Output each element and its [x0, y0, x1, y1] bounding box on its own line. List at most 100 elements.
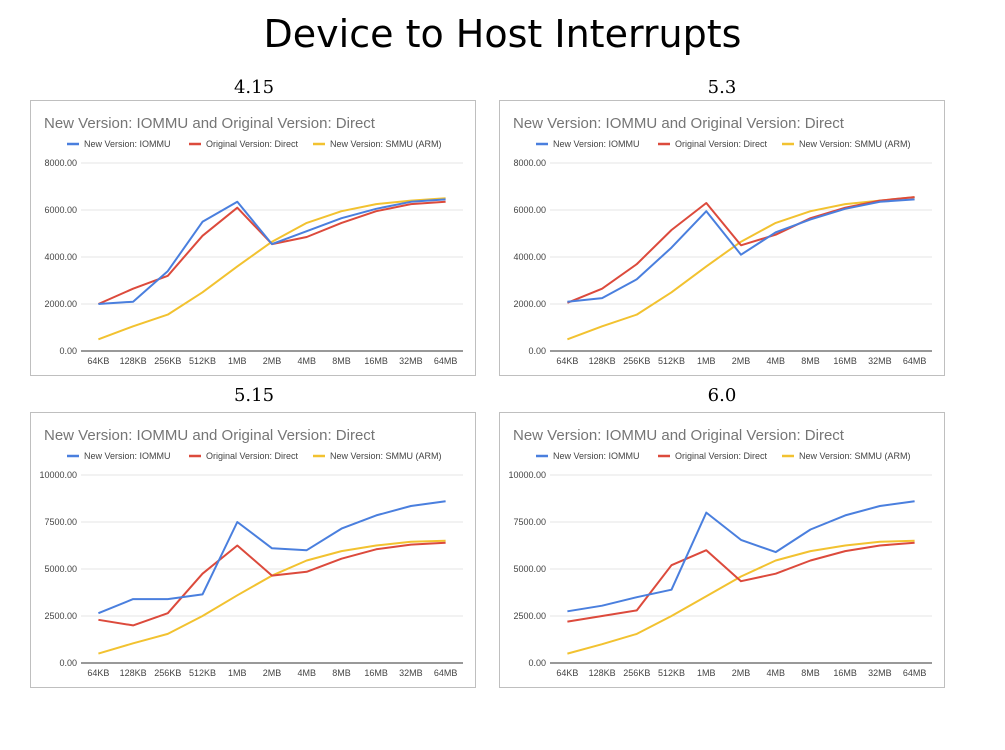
chart-title: New Version: IOMMU and Original Version:…: [44, 115, 376, 132]
series-line-original-version-direct: [567, 541, 915, 623]
chart-5-15-svg: New Version: IOMMU and Original Version:…: [39, 427, 463, 678]
x-tick-label: 16MB: [364, 356, 388, 366]
y-tick-label: 10000.00: [39, 470, 77, 480]
y-tick-label: 2500.00: [513, 611, 546, 621]
y-tick-label: 0.00: [59, 658, 77, 668]
legend-label: New Version: IOMMU: [553, 451, 640, 461]
series-line-new-version-iommu: [98, 198, 446, 305]
legend-label: New Version: SMMU (ARM): [330, 139, 442, 149]
y-tick-label: 0.00: [59, 346, 77, 356]
series-line-new-version-iommu: [98, 500, 446, 615]
series-line-new-version-iommu: [567, 198, 915, 303]
x-tick-label: 8MB: [801, 356, 820, 366]
y-tick-label: 0.00: [528, 346, 546, 356]
x-tick-label: 2MB: [263, 356, 282, 366]
chart-6-0-svg: New Version: IOMMU and Original Version:…: [508, 427, 932, 678]
y-tick-label: 7500.00: [513, 517, 546, 527]
legend-label: New Version: SMMU (ARM): [330, 451, 442, 461]
x-tick-label: 128KB: [589, 356, 616, 366]
series-line-original-version-direct: [98, 541, 446, 627]
x-tick-label: 2MB: [732, 668, 751, 678]
x-tick-label: 1MB: [228, 356, 247, 366]
x-tick-label: 8MB: [332, 668, 351, 678]
series-line-new-version-smmu-arm: [98, 197, 446, 341]
x-tick-label: 32MB: [868, 356, 892, 366]
chart-4-15-svg: New Version: IOMMU and Original Version:…: [44, 115, 463, 366]
chart-panel-5-3: New Version: IOMMU and Original Version:…: [499, 100, 945, 376]
legend-label: New Version: IOMMU: [84, 139, 171, 149]
series-line-new-version-smmu-arm: [567, 539, 915, 655]
x-tick-label: 256KB: [154, 668, 181, 678]
x-tick-label: 128KB: [120, 356, 147, 366]
x-tick-label: 512KB: [658, 668, 685, 678]
chart-title: New Version: IOMMU and Original Version:…: [44, 427, 376, 444]
x-tick-label: 4MB: [766, 668, 785, 678]
series-line-original-version-direct: [97, 200, 446, 305]
series-line-new-version-smmu-arm: [567, 196, 915, 341]
y-tick-label: 8000.00: [513, 158, 546, 168]
y-tick-label: 2000.00: [44, 299, 77, 309]
series-line-original-version-direct: [567, 196, 915, 304]
x-tick-label: 64KB: [87, 668, 109, 678]
y-tick-label: 2000.00: [513, 299, 546, 309]
x-tick-label: 64MB: [903, 356, 927, 366]
y-tick-label: 0.00: [528, 658, 546, 668]
x-tick-label: 32MB: [399, 356, 423, 366]
x-tick-label: 256KB: [623, 668, 650, 678]
x-tick-label: 256KB: [154, 356, 181, 366]
y-tick-label: 7500.00: [44, 517, 77, 527]
x-tick-label: 64KB: [556, 668, 578, 678]
x-tick-label: 32MB: [399, 668, 423, 678]
chart-panel-6-0: New Version: IOMMU and Original Version:…: [499, 412, 945, 688]
y-tick-label: 4000.00: [513, 252, 546, 262]
version-label-5-15: 5.15: [233, 385, 275, 406]
page-title: Device to Host Interrupts: [263, 12, 742, 56]
x-tick-label: 512KB: [189, 668, 216, 678]
version-label-4-15: 4.15: [233, 77, 275, 98]
series-line-new-version-iommu: [567, 500, 915, 613]
x-tick-label: 4MB: [297, 356, 316, 366]
chart-title: New Version: IOMMU and Original Version:…: [513, 427, 845, 444]
legend-label: New Version: IOMMU: [84, 451, 171, 461]
x-tick-label: 1MB: [697, 668, 716, 678]
x-tick-label: 64MB: [903, 668, 927, 678]
x-tick-label: 1MB: [228, 668, 247, 678]
y-tick-label: 4000.00: [44, 252, 77, 262]
x-tick-label: 64KB: [556, 356, 578, 366]
y-tick-label: 5000.00: [513, 564, 546, 574]
x-tick-label: 128KB: [120, 668, 147, 678]
x-tick-label: 4MB: [297, 668, 316, 678]
legend-label: Original Version: Direct: [206, 451, 299, 461]
legend-label: Original Version: Direct: [675, 139, 768, 149]
x-tick-label: 512KB: [658, 356, 685, 366]
chart-panel-4-15: New Version: IOMMU and Original Version:…: [30, 100, 476, 376]
y-tick-label: 6000.00: [513, 205, 546, 215]
legend-label: New Version: SMMU (ARM): [799, 139, 911, 149]
y-tick-label: 10000.00: [508, 470, 546, 480]
chart-panel-5-15: New Version: IOMMU and Original Version:…: [30, 412, 476, 688]
x-tick-label: 16MB: [364, 668, 388, 678]
chart-5-3-svg: New Version: IOMMU and Original Version:…: [513, 115, 932, 366]
legend-label: New Version: SMMU (ARM): [799, 451, 911, 461]
x-tick-label: 512KB: [189, 356, 216, 366]
x-tick-label: 16MB: [833, 668, 857, 678]
y-tick-label: 6000.00: [44, 205, 77, 215]
version-label-6-0: 6.0: [707, 385, 737, 406]
x-tick-label: 64MB: [434, 668, 458, 678]
legend-label: Original Version: Direct: [206, 139, 299, 149]
chart-title: New Version: IOMMU and Original Version:…: [513, 115, 845, 132]
x-tick-label: 256KB: [623, 356, 650, 366]
x-tick-label: 2MB: [732, 356, 751, 366]
version-label-5-3: 5.3: [707, 77, 737, 98]
series-line-new-version-smmu-arm: [98, 539, 446, 655]
x-tick-label: 128KB: [589, 668, 616, 678]
x-tick-label: 64KB: [87, 356, 109, 366]
x-tick-label: 1MB: [697, 356, 716, 366]
x-tick-label: 16MB: [833, 356, 857, 366]
x-tick-label: 32MB: [868, 668, 892, 678]
x-tick-label: 2MB: [263, 668, 282, 678]
x-tick-label: 64MB: [434, 356, 458, 366]
x-tick-label: 8MB: [332, 356, 351, 366]
y-tick-label: 8000.00: [44, 158, 77, 168]
legend-label: New Version: IOMMU: [553, 139, 640, 149]
